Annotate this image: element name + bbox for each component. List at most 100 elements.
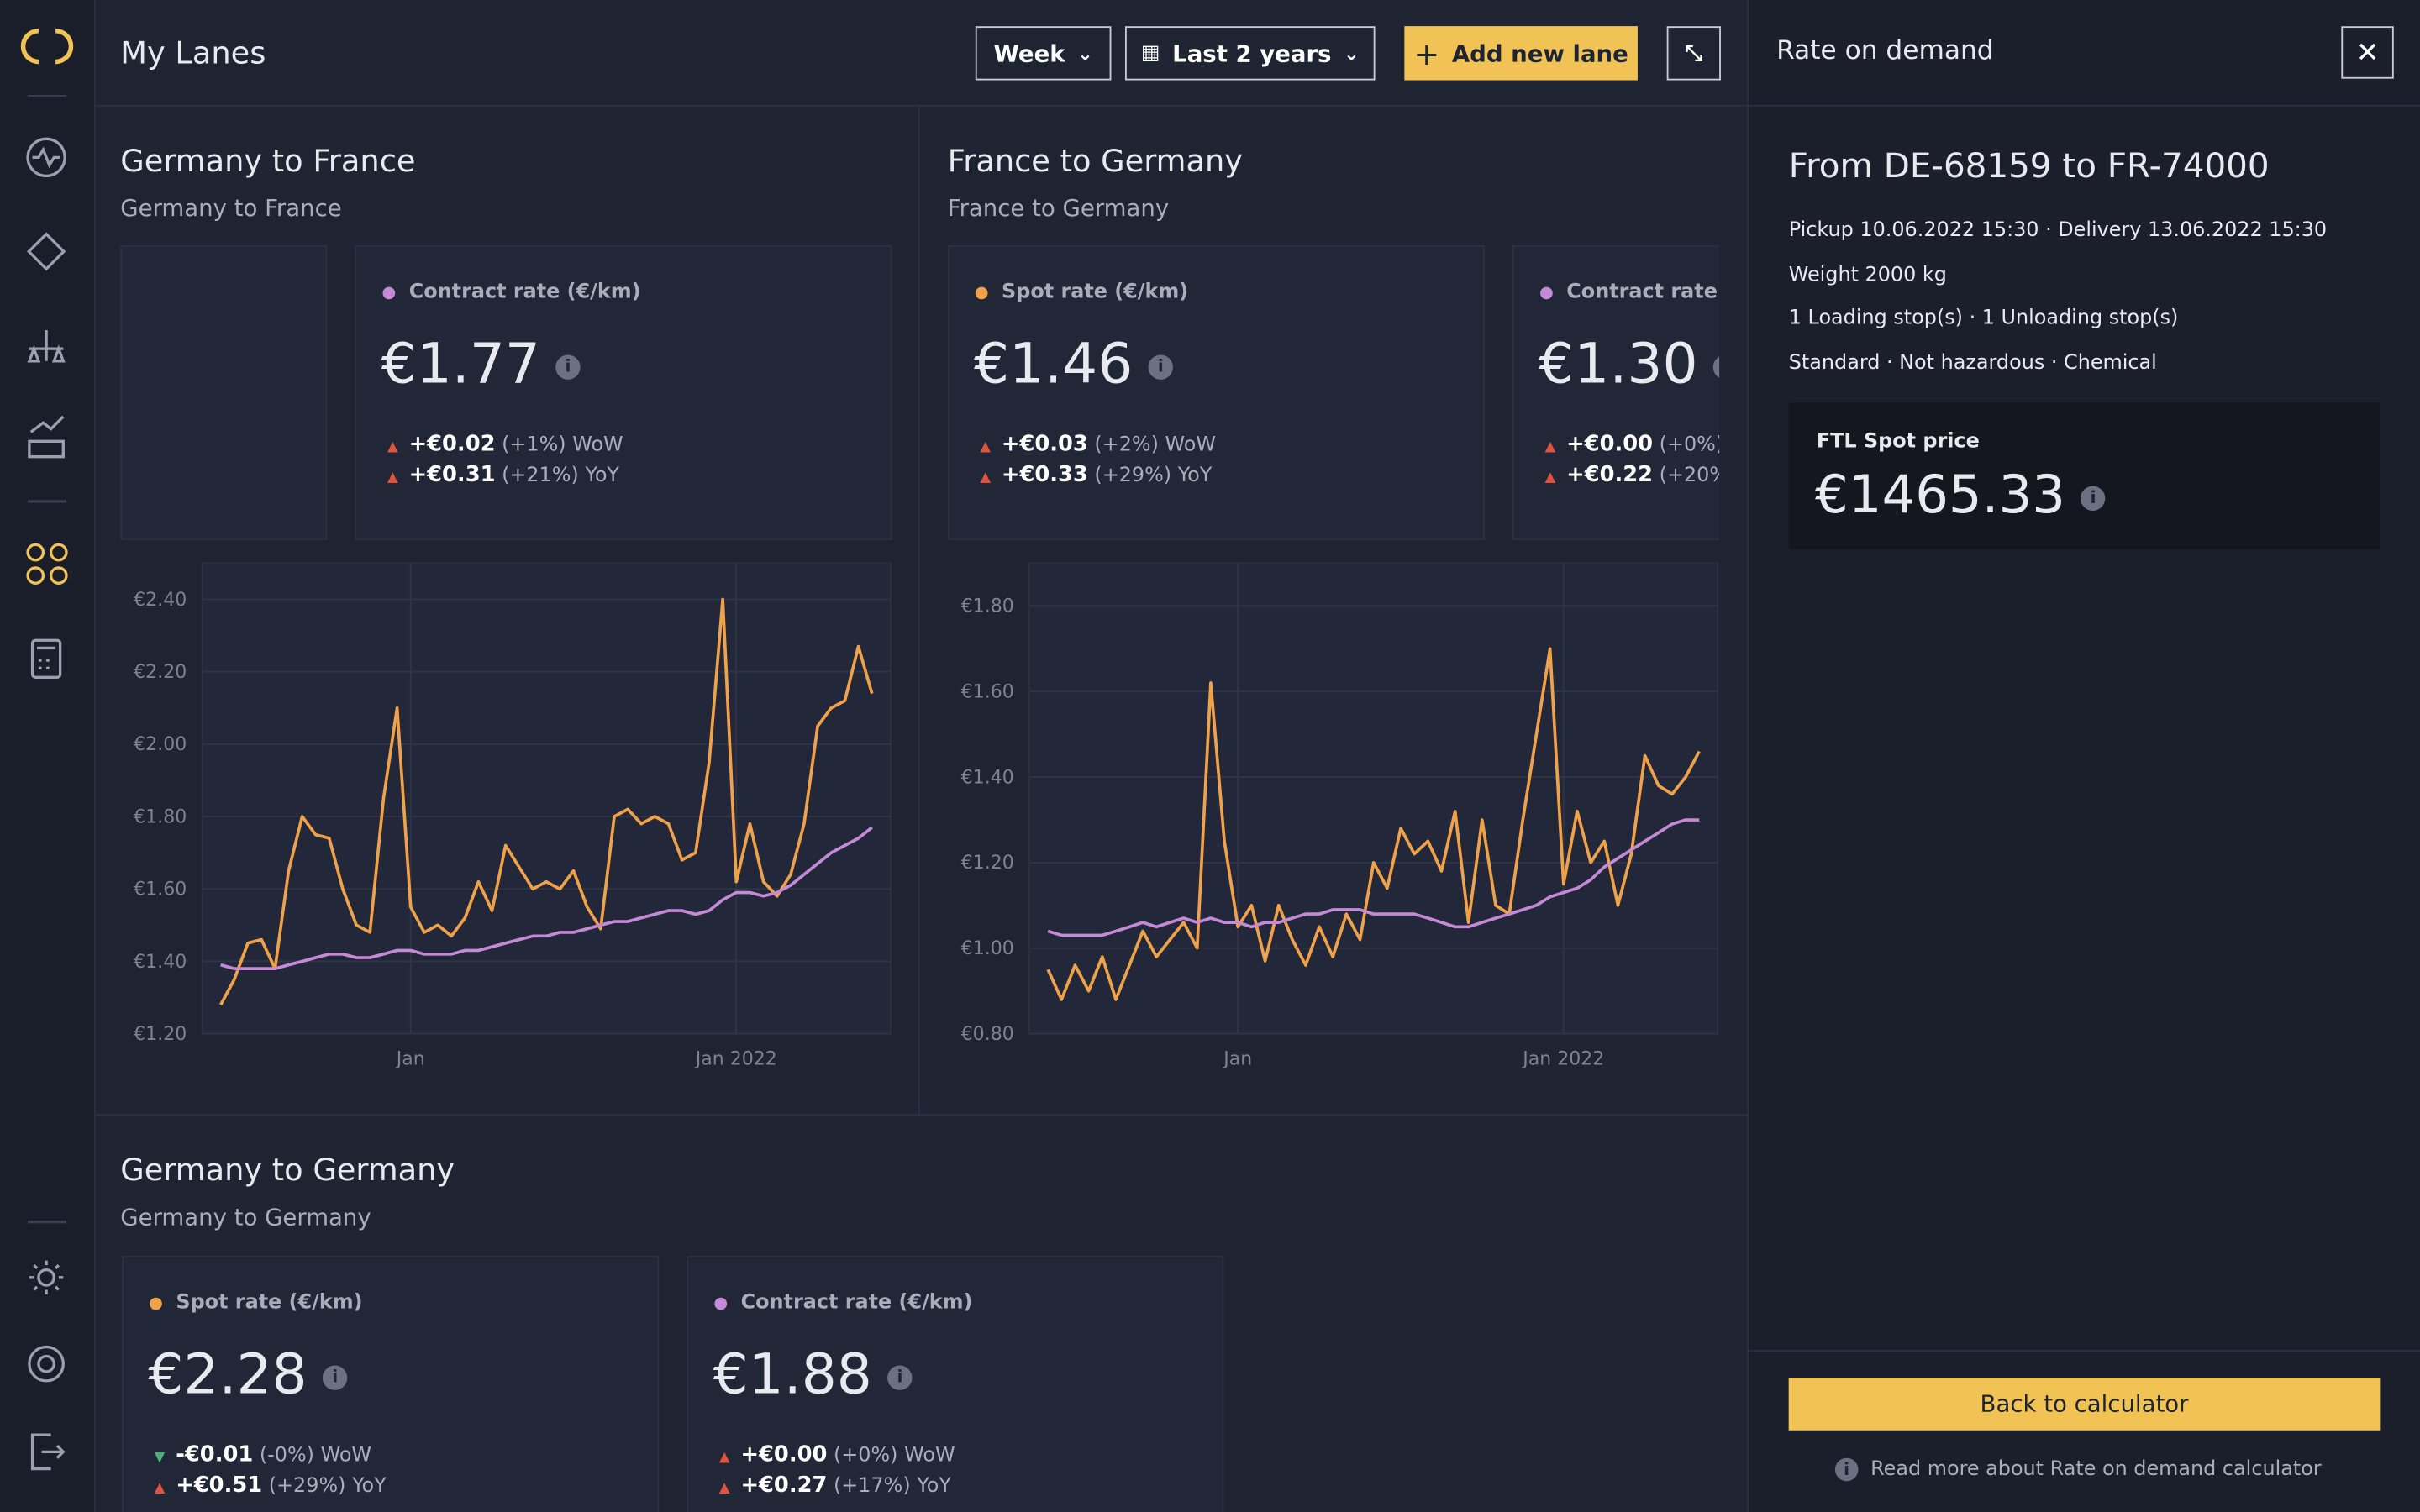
stat-value: €1.88: [713, 1343, 872, 1408]
change-period: WoW: [904, 1444, 955, 1467]
change-pct: (+0%): [833, 1444, 898, 1467]
legend-dot: [975, 286, 988, 300]
change-arrow: ▲: [718, 1450, 730, 1466]
add-lane-button[interactable]: + Add new lane: [1404, 26, 1638, 81]
change-period: YoY: [917, 1474, 951, 1499]
change-row: ▲ +€0.33 (+29%) YoY: [980, 463, 1212, 487]
change-delta: +€0.51: [176, 1473, 263, 1499]
change-row: ▲+€0.22 (+20%) YoY: [1545, 463, 1720, 487]
stat-value-row: €2.28 i: [148, 1344, 348, 1407]
range-select[interactable]: ▦ Last 2 years ⌄: [1124, 26, 1376, 81]
change-period: WoW: [320, 1444, 372, 1467]
page-title: My Lanes: [120, 34, 266, 71]
stat-value-row: €1.88 i: [713, 1344, 913, 1407]
change-pct: (+0%): [1659, 433, 1720, 457]
change-arrow: ▲: [387, 439, 398, 455]
period-select[interactable]: Week ⌄: [975, 26, 1112, 81]
stat-card: Contract rate (€/km) €1.77 i ▲ +€0.02 (+1%) …: [355, 245, 892, 540]
price-label: FTL Spot price: [1816, 430, 1980, 454]
series-line: [1046, 647, 1701, 1001]
close-button[interactable]: ✕: [2341, 26, 2394, 79]
detail-line: Pickup 10.06.2022 15:30 · Delivery 13.06…: [1788, 218, 2328, 243]
lane-title: Germany to Germany: [120, 1151, 455, 1189]
panel-header: [1749, 0, 2420, 107]
stat-label: Spot rate (€/km): [176, 1291, 363, 1315]
lanes: Germany to France Germany to France Contra…: [120, 141, 1720, 1512]
change-pct: (+21%): [502, 464, 579, 488]
read-more-link[interactable]: i Read more about Rate on demand calculat…: [1834, 1457, 2322, 1482]
legend-dot: [714, 1297, 728, 1310]
change-row: ▲ +€0.03 (+2%) WoW: [980, 432, 1216, 456]
y-tick-label: €1.80: [134, 806, 187, 827]
change-pct: (+1%): [502, 433, 566, 457]
change-delta: +€0.33: [1001, 463, 1088, 488]
change-delta: -€0.01: [176, 1442, 254, 1467]
back-button[interactable]: Back to calculator: [1788, 1378, 2381, 1431]
info-icon[interactable]: i: [1148, 354, 1174, 380]
change-row: ▲ +€0.00 (+0%) WoW: [719, 1442, 955, 1467]
change-period: WoW: [1165, 433, 1216, 457]
icon-logout[interactable]: [30, 1433, 66, 1471]
icon-activity[interactable]: [26, 137, 66, 178]
icon-theme[interactable]: [37, 1268, 55, 1287]
y-tick-label: €1.40: [961, 767, 1014, 788]
change-delta: +€0.00: [740, 1442, 828, 1467]
change-delta: +€0.00: [1566, 432, 1654, 457]
icon-lanes[interactable]: [26, 232, 66, 271]
icon-help[interactable]: [28, 1345, 65, 1383]
series-line: [220, 826, 873, 970]
stat-label: Contract rate (€/km): [1566, 281, 1719, 304]
series-line: [1047, 818, 1700, 937]
info-icon[interactable]: i: [555, 354, 581, 380]
side-panel: Rate on demand ✕ From DE-68159 to FR-740…: [1747, 0, 2420, 1512]
collapse-button[interactable]: ⤡: [1666, 26, 1721, 81]
stat-value: €1.30: [1539, 333, 1698, 397]
y-tick-label: €2.00: [134, 734, 187, 755]
sidebar-icons: [20, 28, 74, 1471]
detail-line: 1 Loading stop(s) · 1 Unloading stop(s): [1788, 307, 2179, 331]
change-row: ▲ +€0.27 (+17%) YoY: [719, 1473, 951, 1498]
lane-subtitle: Germany to France: [120, 194, 342, 223]
price-value: €1465.33: [1815, 464, 2065, 527]
info-icon[interactable]: i: [322, 1365, 348, 1390]
icon-truck[interactable]: [28, 415, 65, 459]
icon-balance[interactable]: [27, 330, 66, 363]
icon-dashboard[interactable]: [26, 543, 68, 585]
y-tick-label: €1.00: [961, 938, 1014, 959]
stat-value: €1.46: [973, 333, 1134, 397]
lane-subtitle: Germany to Germany: [120, 1203, 371, 1231]
info-icon[interactable]: i: [1712, 354, 1720, 380]
info-icon[interactable]: i: [887, 1365, 913, 1390]
y-tick-label: €1.60: [961, 682, 1014, 703]
stat-label: Contract rate (€/km): [408, 281, 641, 304]
change-arrow: ▲: [387, 470, 398, 486]
y-tick-label: €2.20: [134, 662, 187, 683]
change-arrow: ▲: [718, 1481, 730, 1497]
plot-area: [201, 562, 892, 1035]
change-period: YoY: [352, 1474, 387, 1499]
series-line: [219, 597, 874, 1005]
y-tick-label: €2.40: [134, 590, 187, 611]
icon-calculator[interactable]: [30, 638, 62, 679]
x-tick-label: Jan 2022: [1521, 1048, 1604, 1069]
change-pct: (+17%): [833, 1474, 911, 1499]
info-icon[interactable]: i: [2081, 485, 2106, 511]
range-text: Last 2 years: [1172, 39, 1332, 67]
change-pct: (+2%): [1094, 433, 1159, 457]
stat-value-row: €1.30 i: [1539, 333, 1720, 397]
divider: [94, 1114, 1748, 1116]
change-arrow: ▲: [1544, 470, 1556, 486]
detail-line: Weight 2000 kg: [1788, 263, 1947, 286]
stat-value-row: €1.46 i: [973, 333, 1174, 397]
lane-title: France to Germany: [947, 141, 1244, 180]
x-tick-label: Jan: [395, 1048, 425, 1069]
stat-card: Contract rate (€/km)€1.30i▲+€0.00 (+0%) …: [1512, 245, 1720, 540]
change-arrow: ▲: [1544, 439, 1556, 455]
change-arrow: ▲: [980, 470, 992, 486]
y-tick-label: €1.20: [134, 1024, 187, 1045]
change-delta: +€0.27: [740, 1473, 828, 1499]
change-row: ▲ +€0.51 (+29%) YoY: [155, 1473, 387, 1498]
card: [120, 245, 328, 540]
y-tick-label: €0.80: [961, 1024, 1014, 1045]
